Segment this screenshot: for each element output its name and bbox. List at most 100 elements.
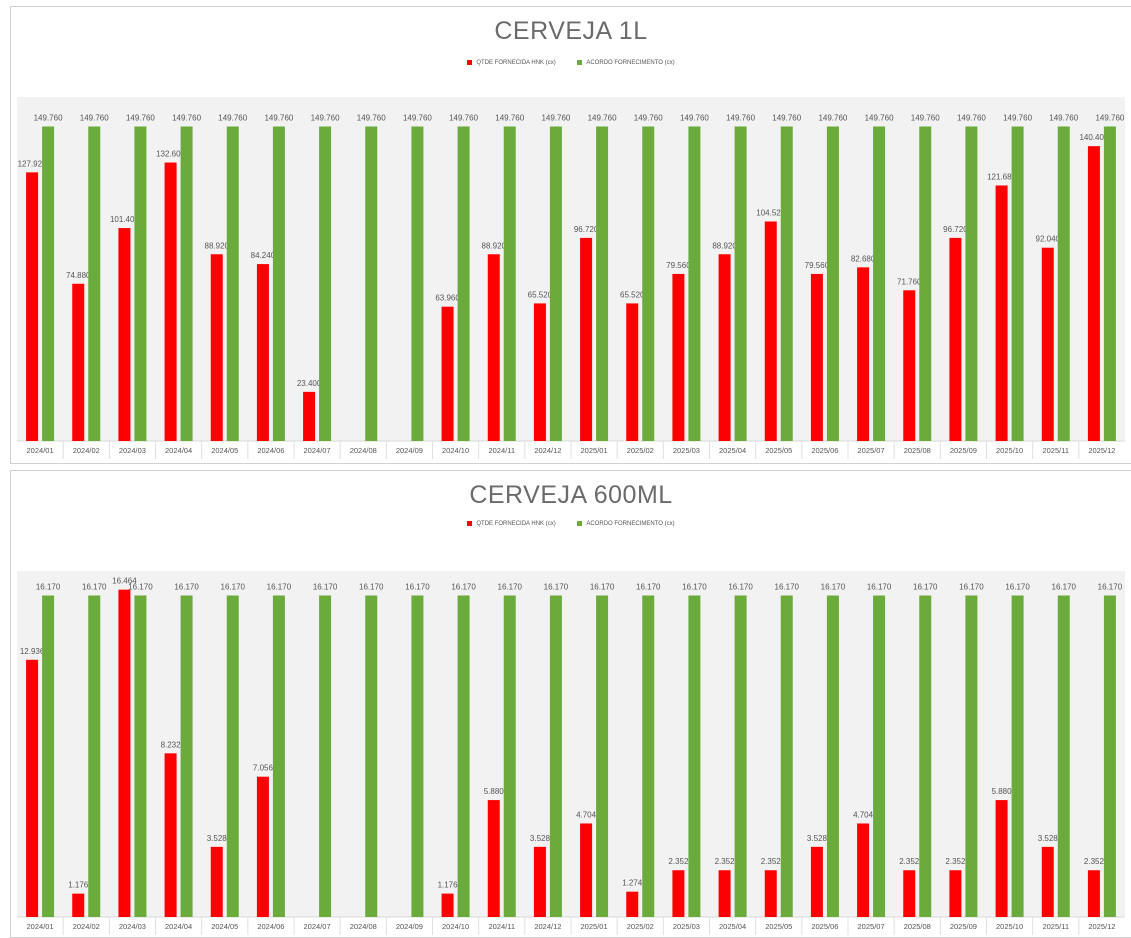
x-tick-label: 2025/04 [719, 922, 746, 931]
bar-acordo-fornecimento [319, 126, 332, 441]
x-tick-label: 2024/04 [165, 922, 192, 931]
x-tick-label: 2025/10 [996, 922, 1023, 931]
bar-acordo-fornecimento [780, 126, 793, 441]
x-tick-label: 2024/10 [442, 446, 469, 455]
data-label-qtde-fornecida: 5.880 [484, 787, 505, 796]
x-tick-label: 2025/10 [996, 446, 1023, 455]
data-label-acordo-fornecimento: 16.170 [959, 583, 984, 592]
data-label-acordo-fornecimento: 149.760 [588, 114, 617, 123]
chart-panel-cerveja-1l: CERVEJA 1L QTDE FORNECIDA HNK (cx) ACORD… [10, 6, 1131, 464]
x-tick-label: 2024/08 [350, 446, 377, 455]
data-label-acordo-fornecimento: 16.170 [221, 583, 246, 592]
x-tick-label: 2025/12 [1088, 922, 1115, 931]
bar-acordo-fornecimento [596, 595, 609, 917]
bar-acordo-fornecimento [226, 595, 239, 917]
bar-qtde-fornecida [487, 254, 500, 441]
data-label-acordo-fornecimento: 149.760 [541, 114, 570, 123]
bar-acordo-fornecimento [965, 595, 978, 917]
data-label-acordo-fornecimento: 16.170 [728, 583, 753, 592]
data-label-qtde-fornecida: 63.960 [435, 294, 460, 303]
bar-acordo-fornecimento [503, 126, 516, 441]
data-label-acordo-fornecimento: 16.170 [636, 583, 661, 592]
x-tick-label: 2024/01 [27, 446, 54, 455]
bar-qtde-fornecida [764, 221, 777, 441]
data-label-qtde-fornecida: 82.680 [851, 254, 876, 263]
data-label-qtde-fornecida: 88.920 [205, 241, 230, 250]
data-label-acordo-fornecimento: 16.170 [1005, 583, 1030, 592]
bar-acordo-fornecimento [549, 595, 562, 917]
data-label-qtde-fornecida: 23.400 [297, 379, 322, 388]
x-tick-label: 2025/12 [1088, 446, 1115, 455]
x-tick-label: 2025/11 [1042, 922, 1069, 931]
data-label-acordo-fornecimento: 16.170 [1098, 583, 1123, 592]
bar-acordo-fornecimento [272, 126, 285, 441]
bar-acordo-fornecimento [965, 126, 978, 441]
bar-qtde-fornecida [210, 254, 223, 441]
x-tick-label: 2025/02 [627, 922, 654, 931]
data-label-qtde-fornecida: 96.720 [943, 225, 968, 234]
bar-qtde-fornecida [164, 162, 177, 441]
data-label-acordo-fornecimento: 16.170 [590, 583, 615, 592]
bar-acordo-fornecimento [826, 126, 839, 441]
legend-label: QTDE FORNECIDA HNK (cx) [476, 60, 556, 67]
data-label-qtde-fornecida: 65.520 [620, 290, 645, 299]
legend-swatch-green [577, 60, 583, 65]
bar-qtde-fornecida [626, 303, 639, 441]
legend-label: ACORDO FORNECIMENTO (cx) [586, 60, 675, 67]
data-label-acordo-fornecimento: 16.170 [913, 583, 938, 592]
bar-acordo-fornecimento [734, 595, 747, 917]
data-label-acordo-fornecimento: 16.170 [128, 583, 153, 592]
bar-qtde-fornecida [672, 870, 685, 917]
bar-qtde-fornecida [810, 273, 823, 441]
bar-qtde-fornecida [949, 870, 962, 917]
x-tick-label: 2025/05 [765, 446, 792, 455]
data-label-acordo-fornecimento: 16.170 [498, 583, 523, 592]
x-tick-label: 2024/09 [396, 922, 423, 931]
x-tick-label: 2024/11 [488, 446, 515, 455]
data-label-acordo-fornecimento: 16.170 [174, 583, 199, 592]
data-label-acordo-fornecimento: 149.760 [449, 114, 478, 123]
bar-acordo-fornecimento [365, 595, 378, 917]
x-tick-label: 2024/05 [211, 922, 238, 931]
bar-qtde-fornecida [487, 800, 500, 917]
bar-qtde-fornecida [1087, 146, 1100, 441]
bar-qtde-fornecida [26, 172, 39, 442]
bar-acordo-fornecimento [134, 595, 147, 917]
chart-title: CERVEJA 600ML [469, 481, 673, 509]
bar-qtde-fornecida [580, 823, 593, 917]
legend-item-supplied: QTDE FORNECIDA HNK (cx) [467, 521, 556, 527]
x-tick-label: 2025/07 [858, 922, 885, 931]
data-label-qtde-fornecida: 3.528 [807, 834, 828, 843]
data-label-acordo-fornecimento: 149.760 [264, 114, 293, 123]
data-label-acordo-fornecimento: 149.760 [34, 114, 63, 123]
bar-acordo-fornecimento [226, 126, 239, 441]
data-label-acordo-fornecimento: 149.760 [680, 114, 709, 123]
data-label-qtde-fornecida: 7.056 [253, 764, 274, 773]
chart-legend: QTDE FORNECIDA HNK (cx) ACORDO FORNECIME… [11, 521, 1131, 527]
bar-acordo-fornecimento [88, 126, 101, 441]
x-tick-label: 2024/08 [350, 922, 377, 931]
data-label-acordo-fornecimento: 16.170 [36, 583, 61, 592]
data-label-qtde-fornecida: 8.232 [161, 740, 182, 749]
data-label-acordo-fornecimento: 149.760 [726, 114, 755, 123]
bar-acordo-fornecimento [873, 595, 886, 917]
x-tick-label: 2024/09 [396, 446, 423, 455]
data-label-acordo-fornecimento: 149.760 [772, 114, 801, 123]
bar-acordo-fornecimento [88, 595, 101, 917]
bar-qtde-fornecida [626, 891, 639, 917]
legend-swatch-red [467, 521, 473, 526]
data-label-acordo-fornecimento: 16.170 [867, 583, 892, 592]
bar-acordo-fornecimento [1057, 126, 1070, 441]
x-tick-label: 2025/03 [673, 446, 700, 455]
data-label-acordo-fornecimento: 16.170 [82, 583, 107, 592]
bar-acordo-fornecimento [688, 595, 701, 917]
bar-qtde-fornecida [303, 391, 316, 441]
x-tick-label: 2025/08 [904, 446, 931, 455]
data-label-acordo-fornecimento: 16.170 [1052, 583, 1077, 592]
data-label-qtde-fornecida: 12.936 [20, 647, 45, 656]
x-tick-label: 2024/03 [119, 446, 146, 455]
x-tick-label: 2024/06 [257, 446, 284, 455]
data-label-qtde-fornecida: 140.400 [1079, 133, 1108, 142]
bar-acordo-fornecimento [873, 126, 886, 441]
data-label-qtde-fornecida: 121.680 [987, 172, 1016, 181]
